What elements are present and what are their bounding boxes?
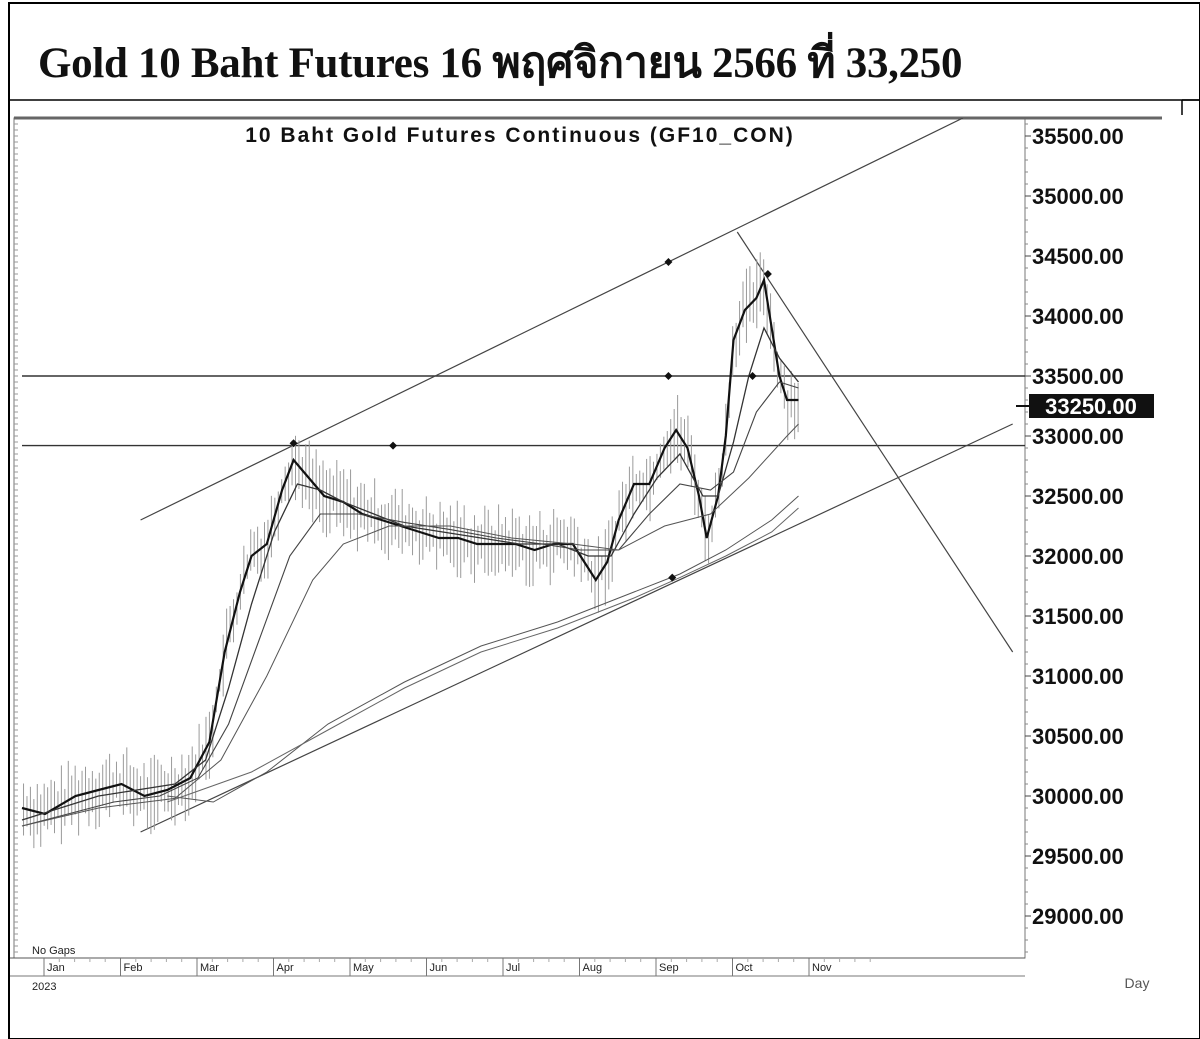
chart-title: 10 Baht Gold Futures Continuous (GF10_CO… <box>245 124 795 147</box>
y-tick-label: 34500.00 <box>1032 244 1124 269</box>
series-line-5 <box>167 495 799 803</box>
pivot-marker <box>668 573 677 582</box>
month-label: Jul <box>506 962 520 974</box>
markers <box>289 258 772 582</box>
y-tick-label: 32500.00 <box>1032 484 1124 509</box>
current-price-box <box>1029 394 1154 418</box>
month-label: Sep <box>659 962 679 974</box>
pivot-marker <box>748 372 757 380</box>
y-tick-label: 33500.00 <box>1032 364 1124 389</box>
month-label: Jan <box>47 962 65 974</box>
y-tick-label: 35500.00 <box>1032 124 1124 149</box>
pivot-marker <box>664 372 673 380</box>
y-tick-label: 33000.00 <box>1032 424 1124 449</box>
trendline <box>140 118 964 521</box>
month-label: Feb <box>124 962 143 974</box>
y-tick-label: 30000.00 <box>1032 784 1124 809</box>
series-line-6 <box>167 507 799 803</box>
month-label: Apr <box>277 962 294 974</box>
y-tick-label: 31000.00 <box>1032 664 1124 689</box>
month-label: Nov <box>812 962 832 974</box>
no-gaps-label: No Gaps <box>32 945 76 957</box>
chart-frame <box>13 116 1162 959</box>
month-label: Oct <box>736 962 753 974</box>
horizontal-levels <box>22 375 1025 447</box>
pivot-marker <box>289 439 298 448</box>
axes: 35500.00 35000.00 34500.00 34000.00 33500.00… <box>10 123 1154 977</box>
month-label: May <box>353 962 374 974</box>
year-label: 2023 <box>32 981 56 993</box>
month-label: Mar <box>200 962 219 974</box>
period-label: Day <box>1125 975 1150 991</box>
y-tick-label: 35000.00 <box>1032 184 1124 209</box>
trendlines <box>140 118 1014 833</box>
series-line-3 <box>21 381 799 827</box>
y-tick-label: 32000.00 <box>1032 544 1124 569</box>
series-line-2 <box>21 326 800 821</box>
series-line-1 <box>21 276 799 816</box>
month-label: Aug <box>583 962 603 974</box>
y-tick-label: 34000.00 <box>1032 304 1124 329</box>
current-price-label: 33250.00 <box>1045 394 1137 419</box>
page-heading: Gold 10 Baht Futures 16 พฤศจิกายน 2566 ท… <box>38 40 963 87</box>
pivot-marker <box>664 258 673 266</box>
y-tick-label: 31500.00 <box>1032 604 1124 629</box>
y-tick-label: 29500.00 <box>1032 844 1124 869</box>
pivot-marker <box>763 270 772 278</box>
trendline <box>736 231 1014 653</box>
y-tick-label: 30500.00 <box>1032 724 1124 749</box>
pivot-marker <box>389 441 398 450</box>
series-line-4 <box>21 423 799 827</box>
price-series <box>21 252 800 849</box>
trendline <box>140 423 1013 833</box>
month-label: Jun <box>430 962 448 974</box>
y-tick-label: 29000.00 <box>1032 904 1124 929</box>
